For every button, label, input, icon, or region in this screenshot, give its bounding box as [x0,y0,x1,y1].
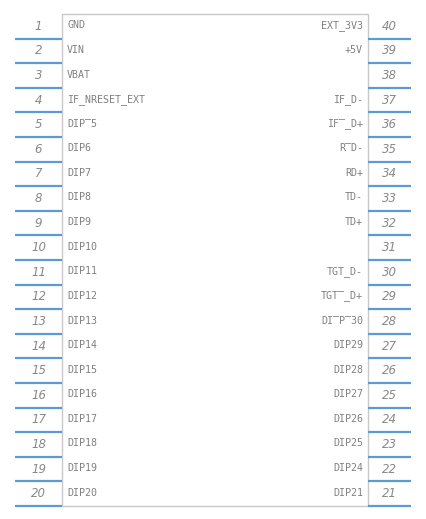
Text: +5V: +5V [345,45,363,55]
Text: 29: 29 [382,291,397,304]
Text: 19: 19 [31,462,46,475]
Text: DI̅P̅30: DI̅P̅30 [321,316,363,325]
Text: DIP10: DIP10 [67,242,97,252]
Text: DIP9: DIP9 [67,217,91,227]
Text: TD-: TD- [345,193,363,202]
Text: 40: 40 [382,20,397,33]
Text: 30: 30 [382,266,397,279]
Text: 17: 17 [31,414,46,427]
Text: DIP17: DIP17 [67,414,97,424]
Text: GND: GND [67,20,85,30]
Text: 20: 20 [31,487,46,500]
Text: 22: 22 [382,462,397,475]
Text: 2: 2 [35,45,42,58]
Text: DIP26: DIP26 [333,414,363,424]
Text: 14: 14 [31,339,46,352]
Text: 23: 23 [382,438,397,451]
Bar [62,14,368,506]
Text: IF_NRESET_EXT: IF_NRESET_EXT [67,93,145,104]
Text: 37: 37 [382,93,397,106]
Text: 18: 18 [31,438,46,451]
Text: IF_D-: IF_D- [333,93,363,104]
Text: 24: 24 [382,414,397,427]
Text: RD+: RD+ [345,168,363,178]
Text: 26: 26 [382,364,397,377]
Text: DIP12: DIP12 [67,291,97,301]
Text: 39: 39 [382,45,397,58]
Text: VIN: VIN [67,45,85,55]
Text: 7: 7 [35,168,42,181]
Text: DIP21: DIP21 [333,488,363,498]
Text: 25: 25 [382,389,397,402]
Text: VBAT: VBAT [67,70,91,79]
Text: DIP13: DIP13 [67,316,97,325]
Text: 27: 27 [382,339,397,352]
Text: DIP8: DIP8 [67,193,91,202]
Text: TGT_D-: TGT_D- [327,266,363,277]
Text: TGT̅_D+: TGT̅_D+ [321,291,363,302]
Text: 1: 1 [35,20,42,33]
Text: 35: 35 [382,143,397,156]
Text: 9: 9 [35,216,42,229]
Text: DIP6: DIP6 [67,143,91,153]
Text: 3: 3 [35,69,42,82]
Text: 4: 4 [35,93,42,106]
Text: 38: 38 [382,69,397,82]
Text: DIP11: DIP11 [67,266,97,276]
Text: 13: 13 [31,315,46,328]
Text: 21: 21 [382,487,397,500]
Text: 12: 12 [31,291,46,304]
Text: 11: 11 [31,266,46,279]
Text: DIP14: DIP14 [67,340,97,350]
Text: DIP28: DIP28 [333,365,363,375]
Text: 6: 6 [35,143,42,156]
Text: EXT_3V3: EXT_3V3 [321,20,363,31]
Text: 36: 36 [382,118,397,131]
Text: 31: 31 [382,241,397,254]
Text: 16: 16 [31,389,46,402]
Text: TD+: TD+ [345,217,363,227]
Text: DIP20: DIP20 [67,488,97,498]
Text: 34: 34 [382,168,397,181]
Text: DIP16: DIP16 [67,389,97,399]
Text: DIP27: DIP27 [333,389,363,399]
Text: DIP25: DIP25 [333,439,363,448]
Text: DIP̅5: DIP̅5 [67,119,97,129]
Text: R̅D-: R̅D- [339,143,363,153]
Text: IF̅_D+: IF̅_D+ [327,118,363,129]
Text: 10: 10 [31,241,46,254]
Text: 33: 33 [382,192,397,205]
Text: 5: 5 [35,118,42,131]
Text: DIP29: DIP29 [333,340,363,350]
Text: DIP7: DIP7 [67,168,91,178]
Text: 28: 28 [382,315,397,328]
Text: DIP15: DIP15 [67,365,97,375]
Text: DIP24: DIP24 [333,463,363,473]
Text: DIP18: DIP18 [67,439,97,448]
Text: DIP19: DIP19 [67,463,97,473]
Text: 32: 32 [382,216,397,229]
Text: 15: 15 [31,364,46,377]
Text: 8: 8 [35,192,42,205]
